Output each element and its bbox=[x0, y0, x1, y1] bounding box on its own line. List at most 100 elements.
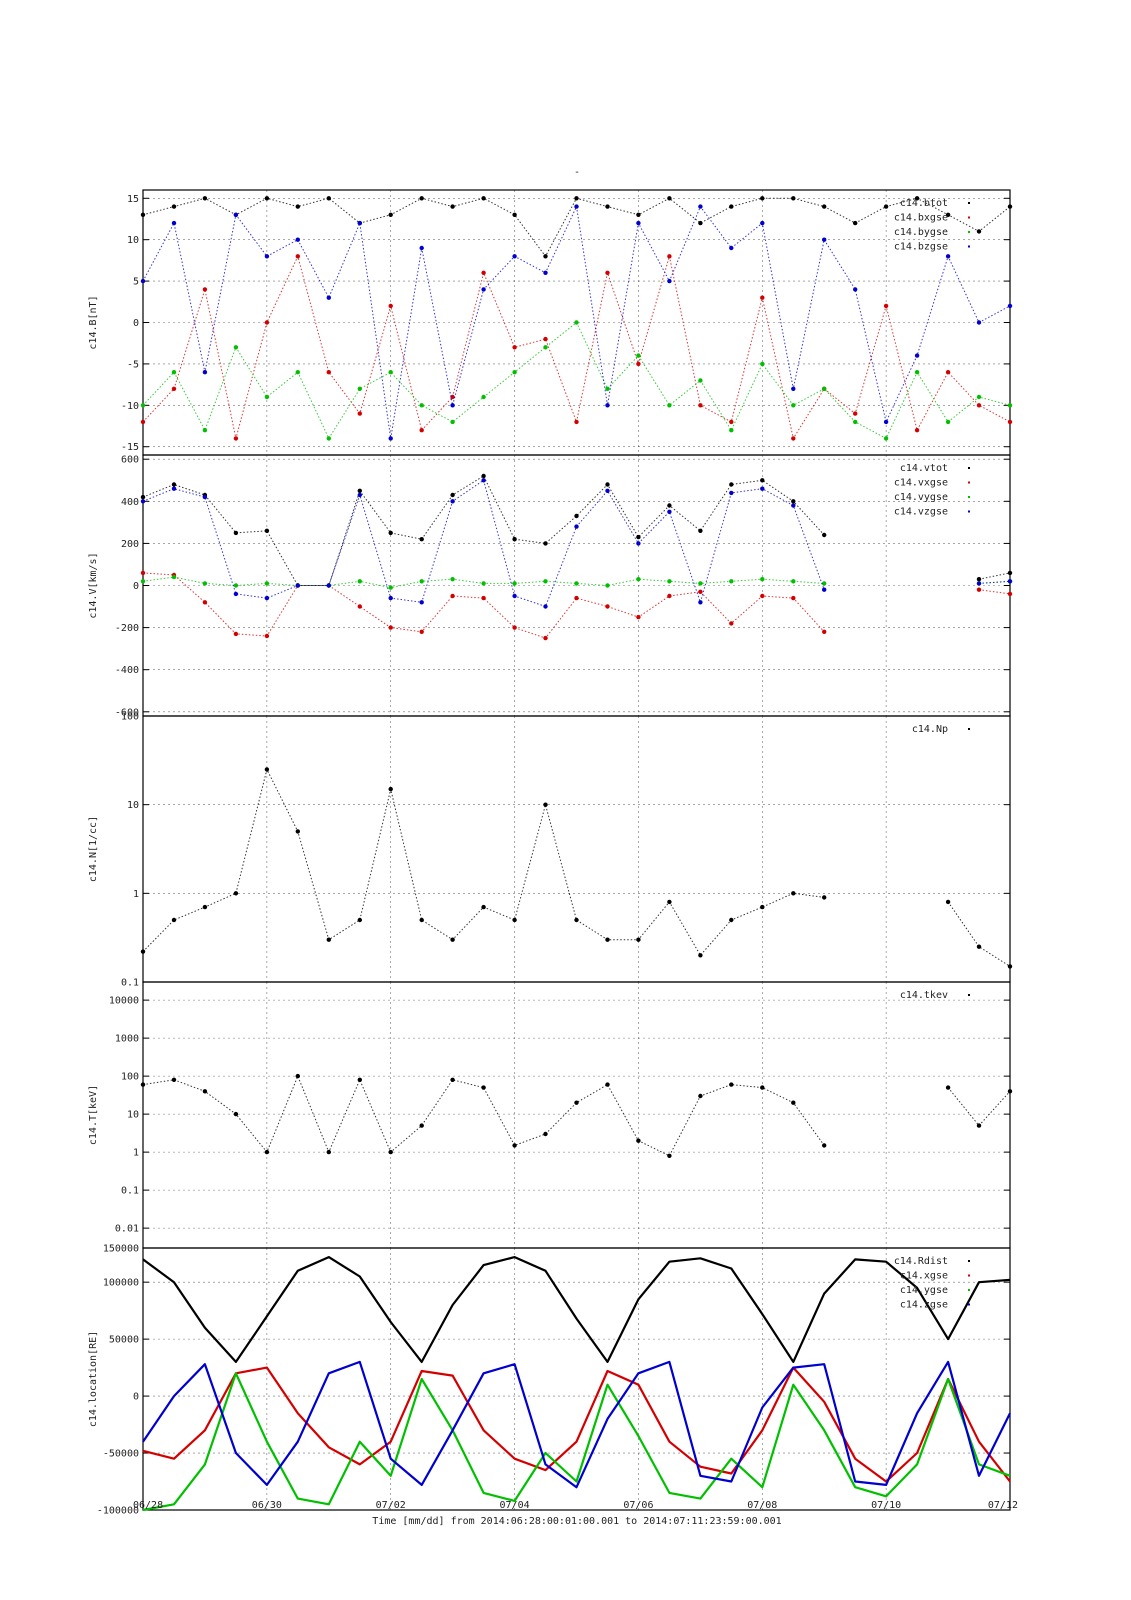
data-point bbox=[357, 579, 362, 584]
data-point bbox=[140, 499, 146, 504]
data-point bbox=[729, 490, 734, 496]
x-tick-label: 07/08 bbox=[747, 1500, 777, 1511]
data-point bbox=[945, 1085, 951, 1090]
data-point bbox=[140, 403, 146, 408]
data-point bbox=[574, 419, 579, 425]
y-tick-label: -15 bbox=[121, 442, 139, 453]
data-point bbox=[636, 212, 641, 217]
data-point bbox=[326, 370, 331, 375]
data-point bbox=[1007, 591, 1013, 597]
data-point bbox=[791, 436, 796, 441]
data-point bbox=[574, 1100, 579, 1105]
y-tick-label: 200 bbox=[121, 539, 139, 550]
data-point bbox=[264, 581, 270, 586]
data-point bbox=[1007, 579, 1013, 584]
x-tick-label: 07/10 bbox=[871, 1500, 901, 1511]
legend-entry: c14.bygse bbox=[894, 227, 948, 238]
data-point bbox=[450, 403, 455, 408]
data-point bbox=[140, 278, 146, 284]
y-tick-label: 150000 bbox=[103, 1244, 139, 1255]
series-c14.zgse bbox=[142, 1360, 1011, 1489]
x-tick-label: 07/02 bbox=[376, 1500, 406, 1511]
data-point bbox=[326, 1149, 331, 1155]
data-point bbox=[605, 1082, 610, 1087]
y-axis-label: c14.T[keV] bbox=[88, 1085, 99, 1145]
legend-entry: c14.vtot bbox=[900, 463, 948, 474]
y-tick-label: 100 bbox=[121, 1072, 139, 1083]
legend-entry: c14.vzgse bbox=[894, 507, 948, 518]
data-point bbox=[543, 254, 548, 259]
y-tick-label: 1 bbox=[133, 889, 139, 900]
data-point bbox=[326, 436, 331, 441]
y-tick-label: 0 bbox=[133, 581, 139, 592]
data-point bbox=[140, 570, 146, 576]
data-point bbox=[574, 524, 579, 529]
data-point bbox=[791, 503, 796, 508]
legend-entry: c14.bxgse bbox=[894, 213, 948, 224]
data-point bbox=[914, 353, 920, 358]
data-point bbox=[295, 829, 300, 834]
data-point bbox=[171, 386, 177, 391]
y-tick-label: 600 bbox=[121, 455, 139, 466]
data-point bbox=[698, 403, 703, 408]
data-point bbox=[667, 509, 672, 514]
legend-swatch bbox=[968, 1289, 970, 1291]
legend-entry: c14.zgse bbox=[900, 1300, 948, 1311]
y-tick-label: 10 bbox=[127, 1110, 139, 1121]
data-point bbox=[140, 494, 146, 500]
data-point bbox=[295, 370, 300, 375]
data-point bbox=[698, 1093, 703, 1099]
data-point bbox=[698, 220, 703, 226]
data-point bbox=[667, 403, 672, 408]
data-point bbox=[295, 254, 300, 259]
data-point bbox=[729, 1082, 734, 1087]
y-tick-label: 0.1 bbox=[121, 1186, 139, 1197]
series-c14.vygse bbox=[140, 574, 1013, 590]
data-point bbox=[636, 541, 641, 546]
series-c14.Np bbox=[140, 767, 1013, 969]
data-point bbox=[388, 625, 393, 630]
data-point bbox=[760, 1085, 765, 1090]
data-point bbox=[171, 1077, 177, 1083]
data-point bbox=[419, 537, 424, 542]
data-point bbox=[512, 581, 517, 586]
data-point bbox=[914, 428, 920, 433]
data-point bbox=[233, 1111, 239, 1117]
data-point bbox=[883, 419, 889, 425]
data-point bbox=[481, 196, 486, 201]
data-point bbox=[326, 295, 331, 300]
series-line bbox=[142, 1372, 1011, 1512]
data-point bbox=[976, 581, 982, 586]
data-point bbox=[295, 1073, 300, 1079]
data-point bbox=[357, 411, 362, 416]
data-point bbox=[171, 370, 177, 375]
data-point bbox=[233, 530, 239, 536]
legend-swatch bbox=[968, 481, 970, 484]
data-point bbox=[574, 513, 579, 519]
series-trace bbox=[142, 572, 1011, 639]
legend-swatch bbox=[968, 231, 970, 233]
data-point bbox=[233, 891, 239, 896]
data-point bbox=[419, 629, 424, 634]
legend-swatch bbox=[968, 1274, 970, 1277]
data-point bbox=[729, 428, 734, 433]
data-point bbox=[1007, 1089, 1013, 1094]
series-c14.vxgse bbox=[140, 570, 1013, 641]
data-point bbox=[326, 937, 331, 942]
data-point bbox=[357, 604, 362, 609]
legend: c14.Np bbox=[912, 724, 970, 735]
data-point bbox=[388, 1149, 393, 1155]
data-point bbox=[388, 370, 393, 375]
legend-entry: c14.Np bbox=[912, 724, 948, 735]
data-point bbox=[357, 917, 362, 923]
data-point bbox=[357, 386, 362, 391]
data-point bbox=[822, 581, 827, 586]
data-point bbox=[202, 581, 208, 586]
data-point bbox=[481, 287, 486, 292]
data-point bbox=[822, 629, 827, 634]
data-point bbox=[512, 593, 517, 599]
data-point bbox=[264, 595, 270, 601]
data-point bbox=[512, 625, 517, 630]
data-point bbox=[171, 574, 177, 580]
data-point bbox=[853, 419, 858, 425]
